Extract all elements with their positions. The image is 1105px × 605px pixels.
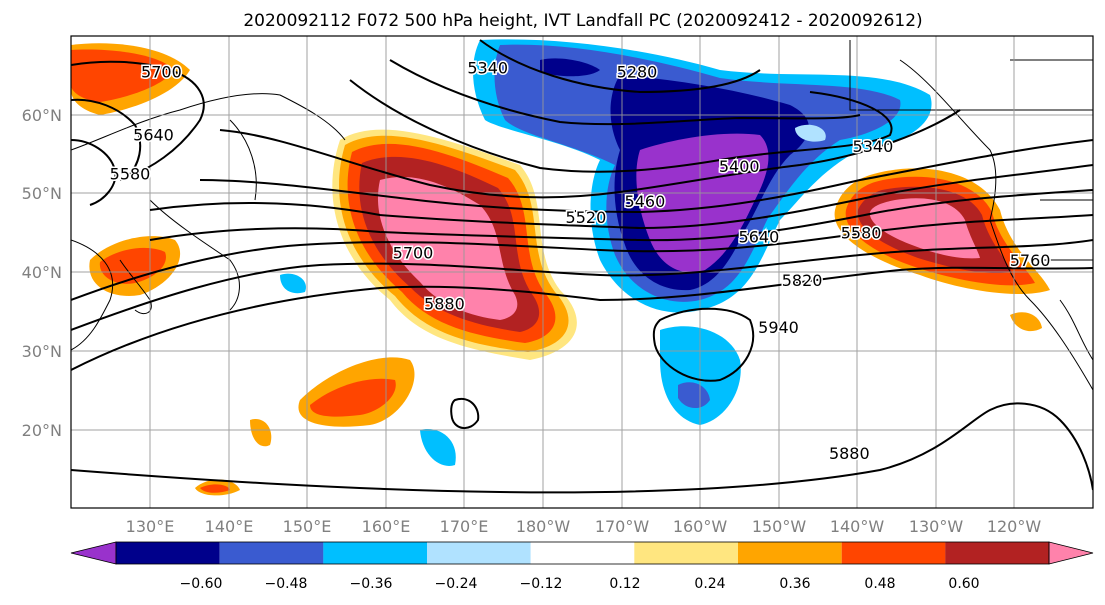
contour-label: 5700 <box>141 62 182 81</box>
lon-label: 170°E <box>440 517 489 536</box>
lon-label: 130°E <box>126 517 175 536</box>
colorbar-segment <box>323 542 427 564</box>
contour-label: 5340 <box>853 137 894 156</box>
lat-label: 60°N <box>22 106 62 125</box>
lon-label: 170°W <box>595 517 650 536</box>
contour-label: 5940 <box>758 318 799 337</box>
colorbar-segment <box>530 542 635 564</box>
lat-axis: 60°N 50°N 40°N 30°N 20°N <box>22 106 62 440</box>
lat-label: 30°N <box>22 342 62 361</box>
lon-label: 140°W <box>830 517 885 536</box>
colorbar-tick: −0.36 <box>350 576 393 592</box>
colorbar-segment <box>116 542 220 564</box>
contour-label: 5400 <box>719 157 760 176</box>
colorbar-tick: 0.48 <box>864 576 895 592</box>
lon-label: 140°E <box>205 517 254 536</box>
colorbar-frame <box>115 541 1050 565</box>
lat-label: 20°N <box>22 421 62 440</box>
lon-label: 180°W <box>516 517 571 536</box>
contour-label: 5340 <box>467 59 508 78</box>
lon-axis: 130°E 140°E 150°E 160°E 170°E 180°W 170°… <box>126 517 1042 536</box>
lat-label: 50°N <box>22 184 62 203</box>
colorbar-extend-high <box>1048 541 1094 565</box>
contour-label: 5700 <box>393 243 434 262</box>
contour-label: 5640 <box>133 125 174 144</box>
colorbar-tick: 0.24 <box>694 576 725 592</box>
colorbar-segment <box>634 542 738 564</box>
lat-label: 40°N <box>22 263 62 282</box>
contour-label: 5880 <box>829 444 870 463</box>
colorbar-segment <box>841 542 946 564</box>
colorbar-tick: −0.60 <box>180 576 223 592</box>
contour-labels: 5700 5640 5580 5340 5280 5340 5400 5460 5520 5580… <box>108 57 1052 464</box>
contour-label: 5280 <box>617 62 658 81</box>
colorbar-tick: −0.12 <box>520 576 563 592</box>
colorbar-tick: 0.12 <box>609 576 640 592</box>
colorbar-tick: −0.24 <box>435 576 478 592</box>
colorbar-segment <box>219 542 324 564</box>
contour-label: 5760 <box>1010 251 1051 270</box>
contour-label: 5460 <box>625 192 666 211</box>
lon-label: 160°E <box>362 517 411 536</box>
contour-label: 5580 <box>110 165 151 184</box>
figure-title: 2020092112 F072 500 hPa height, IVT Land… <box>243 11 922 31</box>
contour-label: 5880 <box>424 295 465 314</box>
colorbar <box>70 541 1094 565</box>
colorbar-tick: 0.36 <box>779 576 810 592</box>
contour-label: 5820 <box>782 271 823 290</box>
colorbar-extend-low <box>70 541 117 565</box>
height-contours <box>71 39 1093 494</box>
map-area: 5700 5640 5580 5340 5280 5340 5400 5460 5520 5580… <box>71 36 1093 508</box>
lon-label: 130°W <box>909 517 964 536</box>
map-frame <box>70 35 1094 509</box>
colorbar-segment <box>945 542 1049 564</box>
contour-label: 5640 <box>739 228 780 247</box>
colorbar-segment <box>738 542 842 564</box>
colorbar-tick: 0.60 <box>948 576 979 592</box>
lon-label: 160°W <box>673 517 728 536</box>
lon-label: 150°W <box>752 517 807 536</box>
lon-label: 120°W <box>987 517 1042 536</box>
contour-label: 5580 <box>841 224 882 243</box>
colorbar-tick: −0.48 <box>265 576 308 592</box>
contour-label: 5520 <box>566 208 607 227</box>
lon-label: 150°E <box>283 517 332 536</box>
colorbar-ticks: −0.60 −0.48 −0.36 −0.24 −0.12 0.12 0.24 … <box>180 576 980 592</box>
ivt-negative-central <box>280 39 932 466</box>
colorbar-segment <box>427 542 531 564</box>
